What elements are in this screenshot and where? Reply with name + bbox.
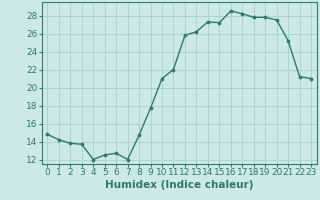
X-axis label: Humidex (Indice chaleur): Humidex (Indice chaleur) — [105, 180, 253, 190]
